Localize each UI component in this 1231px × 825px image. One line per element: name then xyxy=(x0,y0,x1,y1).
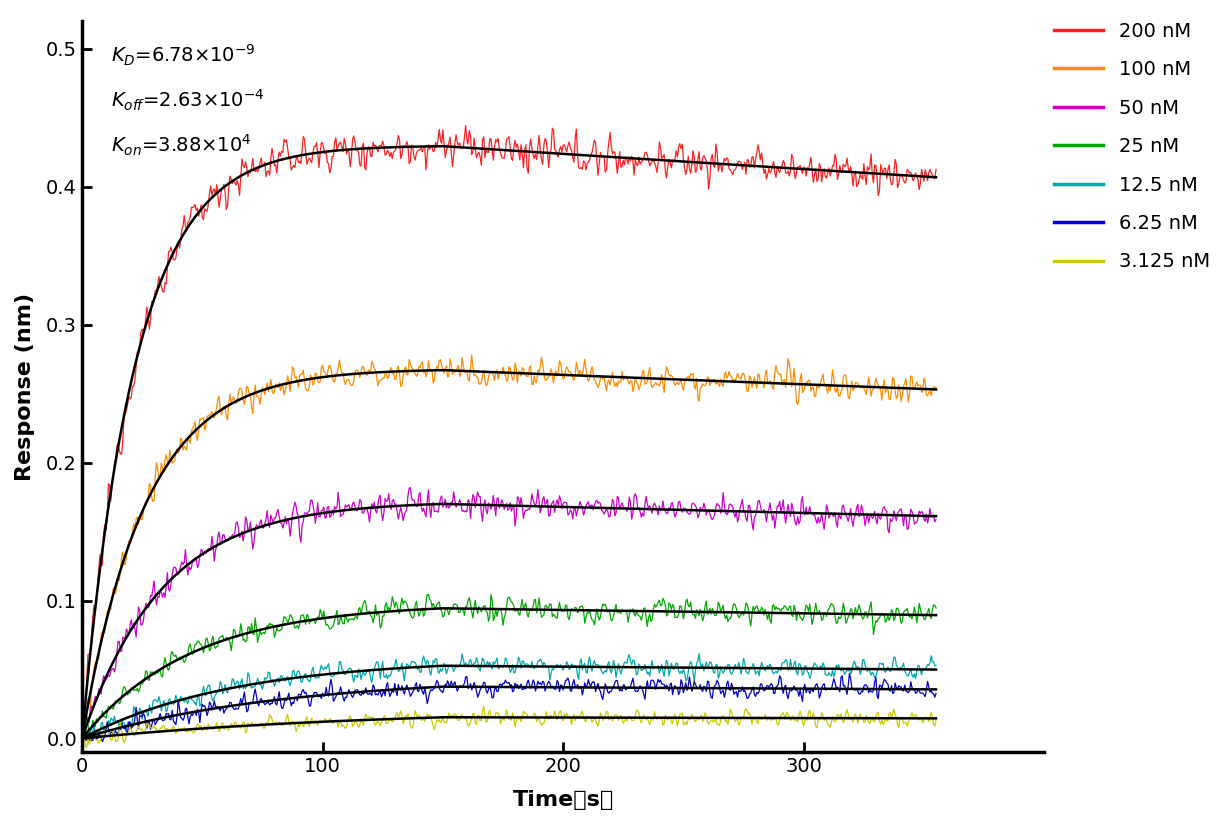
X-axis label: Time（s）: Time（s） xyxy=(512,790,614,810)
Legend: 200 nM, 100 nM, 50 nM, 25 nM, 12.5 nM, 6.25 nM, 3.125 nM: 200 nM, 100 nM, 50 nM, 25 nM, 12.5 nM, 6… xyxy=(1046,14,1217,280)
Text: $K_D$=6.78×10$^{-9}$
$K_{off}$=2.63×10$^{-4}$
$K_{on}$=3.88×10$^{4}$: $K_D$=6.78×10$^{-9}$ $K_{off}$=2.63×10$^… xyxy=(111,43,265,158)
Y-axis label: Response (nm): Response (nm) xyxy=(15,293,34,481)
